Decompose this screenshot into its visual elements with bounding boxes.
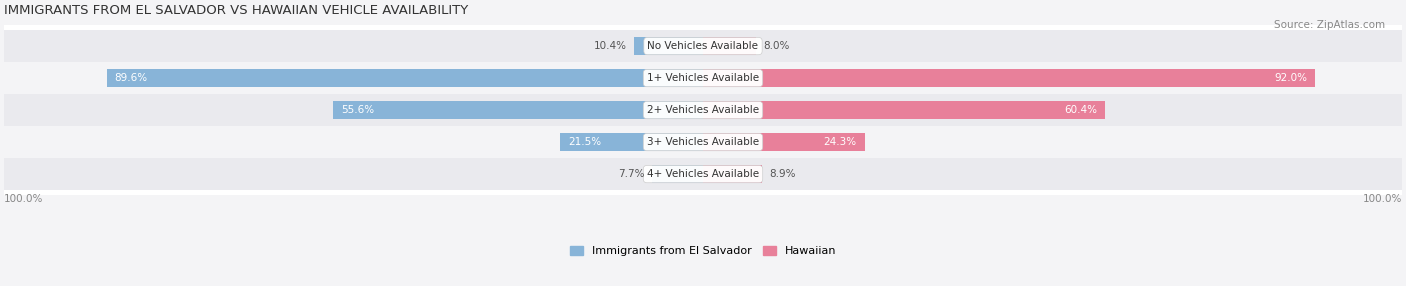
- Bar: [0, 94, 1406, 126]
- Text: 100.0%: 100.0%: [4, 194, 44, 204]
- Text: 10.4%: 10.4%: [595, 41, 627, 51]
- Bar: [0, 30, 1406, 62]
- Text: 60.4%: 60.4%: [1064, 105, 1097, 115]
- Text: 8.9%: 8.9%: [769, 169, 796, 179]
- Text: 92.0%: 92.0%: [1274, 73, 1308, 83]
- Text: 24.3%: 24.3%: [824, 137, 856, 147]
- Text: 3+ Vehicles Available: 3+ Vehicles Available: [647, 137, 759, 147]
- Text: 8.0%: 8.0%: [763, 41, 789, 51]
- Text: Source: ZipAtlas.com: Source: ZipAtlas.com: [1274, 20, 1385, 30]
- Bar: [107, 69, 703, 87]
- Bar: [703, 101, 1105, 119]
- Text: 21.5%: 21.5%: [568, 137, 600, 147]
- Bar: [634, 37, 703, 55]
- Bar: [0, 158, 1406, 190]
- Bar: [703, 133, 865, 151]
- Bar: [703, 69, 1315, 87]
- Bar: [560, 133, 703, 151]
- Text: 55.6%: 55.6%: [340, 105, 374, 115]
- Legend: Immigrants from El Salvador, Hawaiian: Immigrants from El Salvador, Hawaiian: [565, 241, 841, 261]
- Bar: [703, 37, 756, 55]
- Bar: [703, 165, 762, 183]
- Text: 4+ Vehicles Available: 4+ Vehicles Available: [647, 169, 759, 179]
- Text: IMMIGRANTS FROM EL SALVADOR VS HAWAIIAN VEHICLE AVAILABILITY: IMMIGRANTS FROM EL SALVADOR VS HAWAIIAN …: [4, 4, 468, 17]
- Text: 89.6%: 89.6%: [115, 73, 148, 83]
- Bar: [0, 62, 1406, 94]
- Bar: [652, 165, 703, 183]
- Text: No Vehicles Available: No Vehicles Available: [648, 41, 758, 51]
- Text: 100.0%: 100.0%: [1362, 194, 1402, 204]
- Bar: [0, 126, 1406, 158]
- Bar: [333, 101, 703, 119]
- Text: 2+ Vehicles Available: 2+ Vehicles Available: [647, 105, 759, 115]
- Text: 1+ Vehicles Available: 1+ Vehicles Available: [647, 73, 759, 83]
- Text: 7.7%: 7.7%: [619, 169, 645, 179]
